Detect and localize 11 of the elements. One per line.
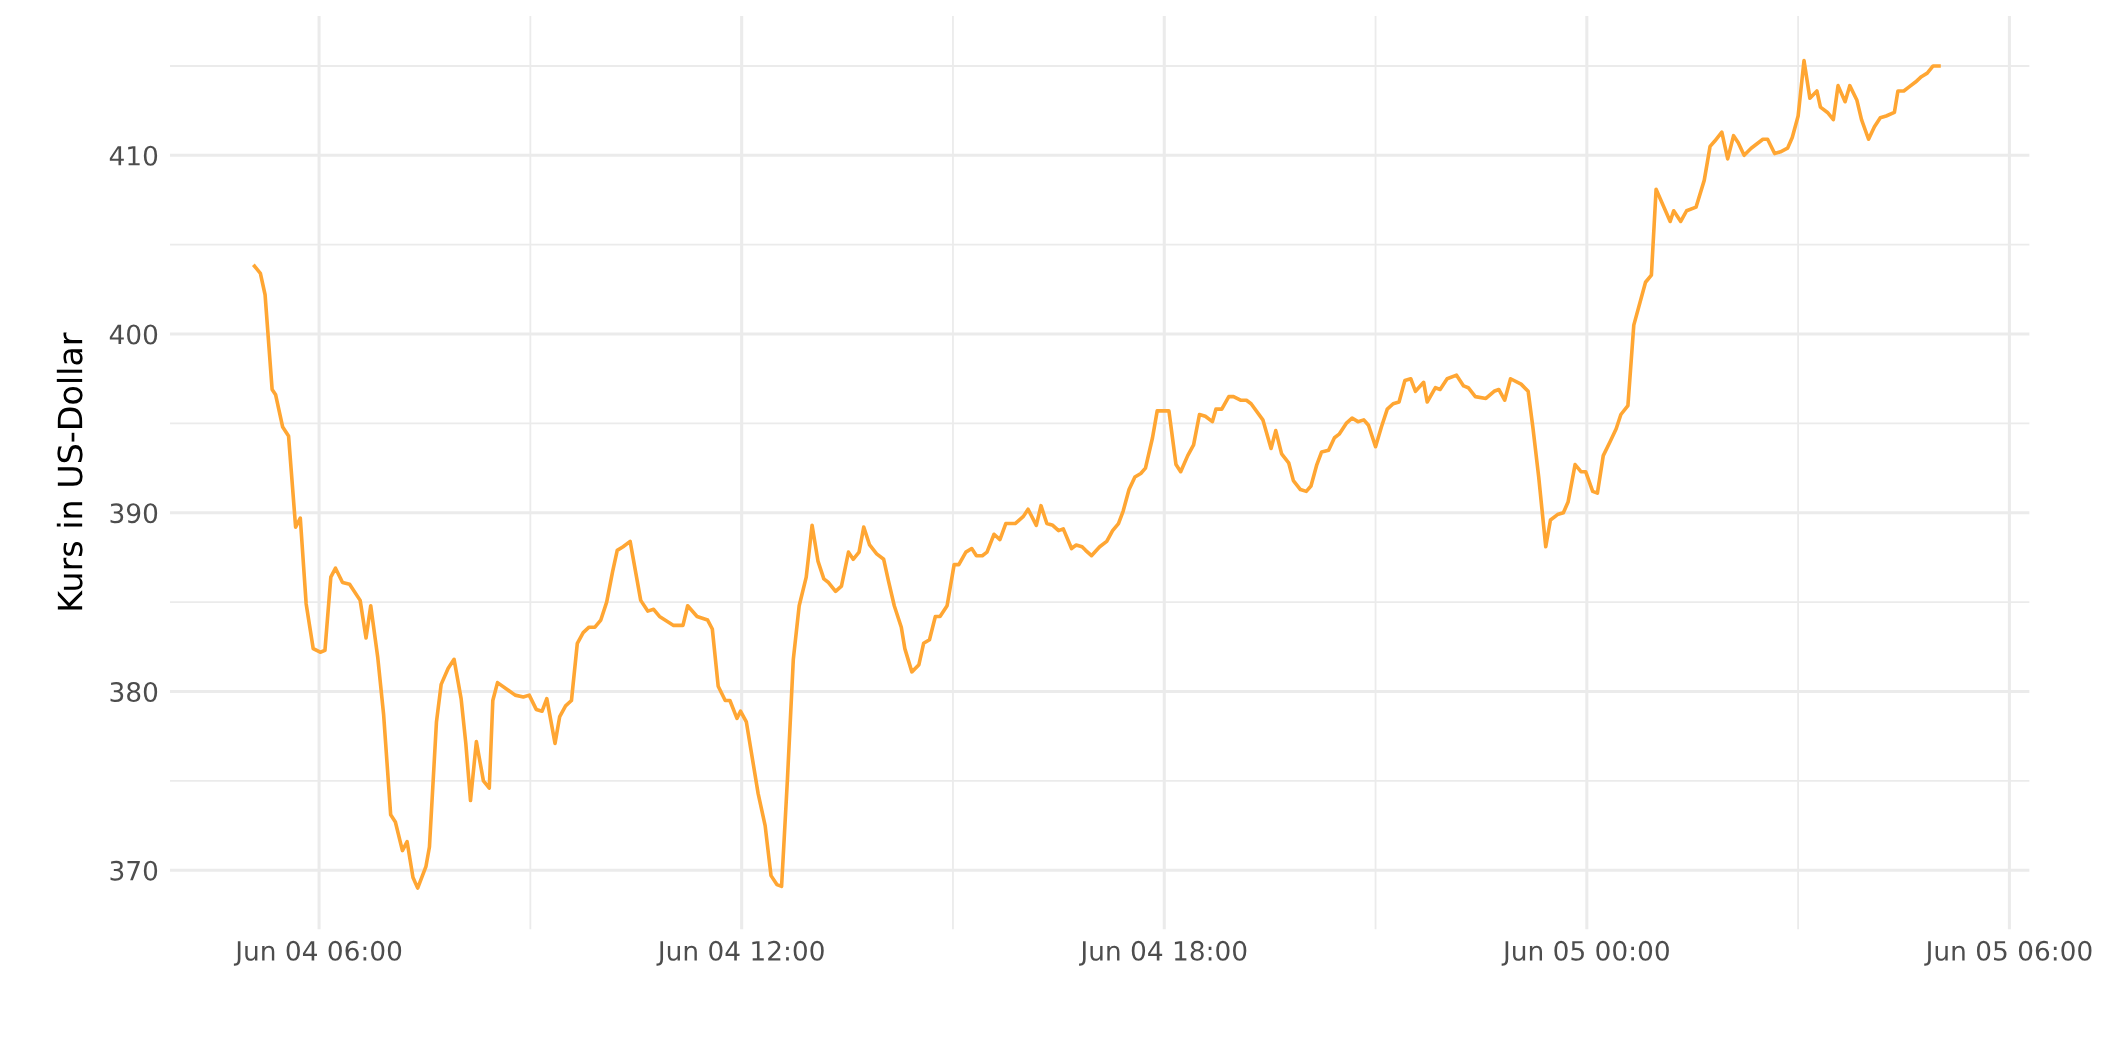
y-tick-label: 400 <box>109 324 158 345</box>
x-tick-label: Jun 04 18:00 <box>1079 940 1247 966</box>
y-tick-label: 410 <box>109 145 158 166</box>
x-tick-label: Jun 04 12:00 <box>656 940 824 966</box>
y-tick-label: 370 <box>110 860 158 881</box>
x-tick-label: Jun 04 06:00 <box>233 940 402 966</box>
y-tick-label: 380 <box>110 681 158 702</box>
x-tick-label: Jun 05 06:00 <box>1924 940 2092 966</box>
y-axis-title: Kurs in US-Dollar <box>56 332 83 610</box>
y-tick-label: 390 <box>110 503 158 524</box>
x-tick-label: Jun 05 00:00 <box>1501 940 1669 966</box>
